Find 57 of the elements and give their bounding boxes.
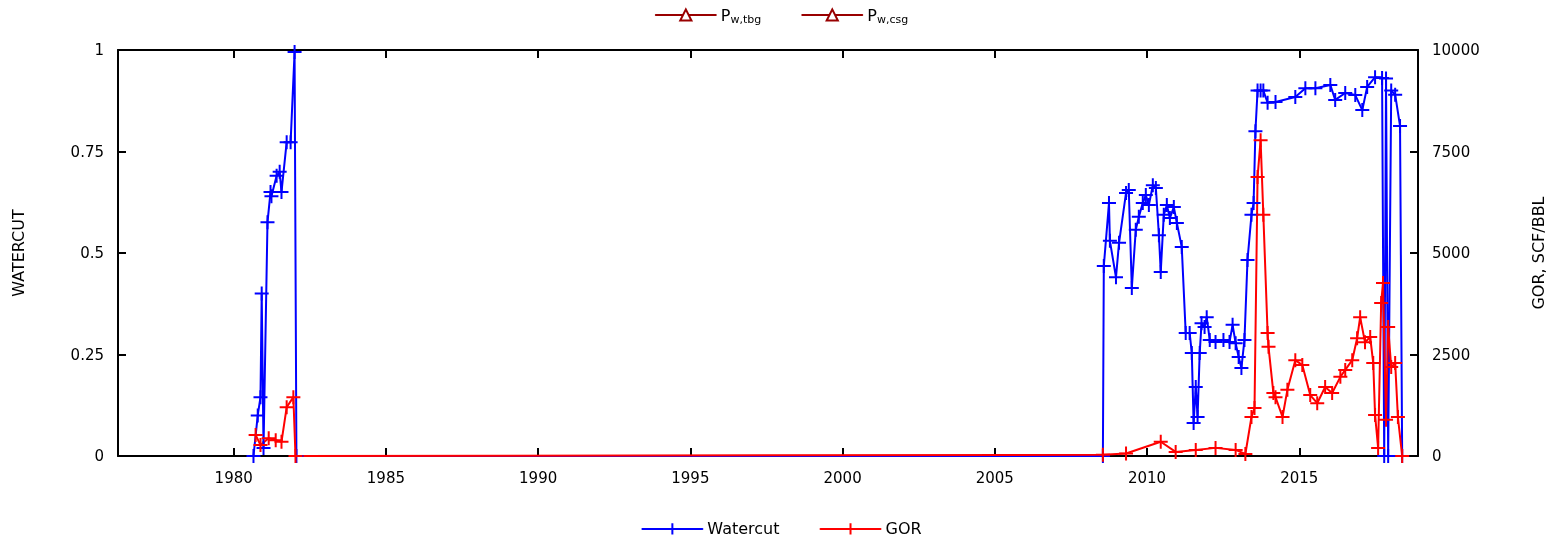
legend-label: Watercut (707, 519, 780, 539)
point (285, 389, 302, 406)
point (278, 399, 295, 416)
point (260, 430, 277, 447)
point (1267, 389, 1284, 406)
x-tick-label: 2000 (823, 468, 862, 487)
point (1279, 381, 1296, 398)
point (1370, 439, 1387, 456)
point (1249, 169, 1266, 186)
point (1118, 445, 1135, 462)
point (1167, 443, 1184, 460)
point (1152, 433, 1169, 450)
point (1255, 206, 1272, 223)
point (1243, 409, 1260, 426)
point (1344, 352, 1361, 369)
y2-tick-label: 7500 (1432, 142, 1471, 161)
point (1373, 294, 1390, 311)
x-tick-label: 2005 (975, 468, 1014, 487)
legend-label: GOR (885, 519, 922, 539)
y-tick-label: 0.5 (80, 244, 104, 262)
point (1237, 445, 1254, 462)
point (1187, 441, 1204, 458)
point (1365, 355, 1382, 372)
point (1387, 355, 1404, 372)
point (1207, 439, 1224, 456)
point (1337, 361, 1354, 378)
y-tick-label: 0 (94, 447, 104, 465)
point (1389, 409, 1406, 426)
point (273, 433, 290, 450)
y-axis-title: WATERCUT (8, 209, 28, 297)
y2-tick-label: 0 (1432, 447, 1442, 465)
x-tick-label: 1990 (519, 468, 558, 487)
point (1380, 318, 1397, 335)
x-tick-label: 1995 (671, 468, 710, 487)
point (267, 432, 284, 449)
point (1246, 400, 1263, 417)
y2-axis-title: GOR, SCF/BBL (1528, 196, 1548, 310)
point (1252, 132, 1269, 149)
point (1367, 406, 1384, 423)
x-tick-label: 2010 (1127, 468, 1167, 487)
point (1378, 411, 1395, 428)
x-tick-label: 2015 (1280, 468, 1319, 487)
y-tick-label: 0.75 (70, 142, 104, 161)
point (1227, 441, 1244, 458)
y2-tick-label: 2500 (1432, 345, 1471, 364)
y2-tick-label: 5000 (1432, 244, 1471, 262)
point (1265, 385, 1282, 402)
point (1260, 338, 1277, 355)
y-tick-label: 1 (94, 41, 104, 59)
point (1259, 324, 1276, 341)
point (1274, 409, 1291, 426)
y-tick-label: 0.25 (70, 345, 104, 364)
x-tick-label: 1985 (366, 468, 406, 487)
point (1383, 359, 1400, 376)
point (1352, 309, 1369, 326)
x-tick-label: 1980 (214, 468, 253, 487)
y2-tick-label: 10000 (1432, 41, 1480, 59)
